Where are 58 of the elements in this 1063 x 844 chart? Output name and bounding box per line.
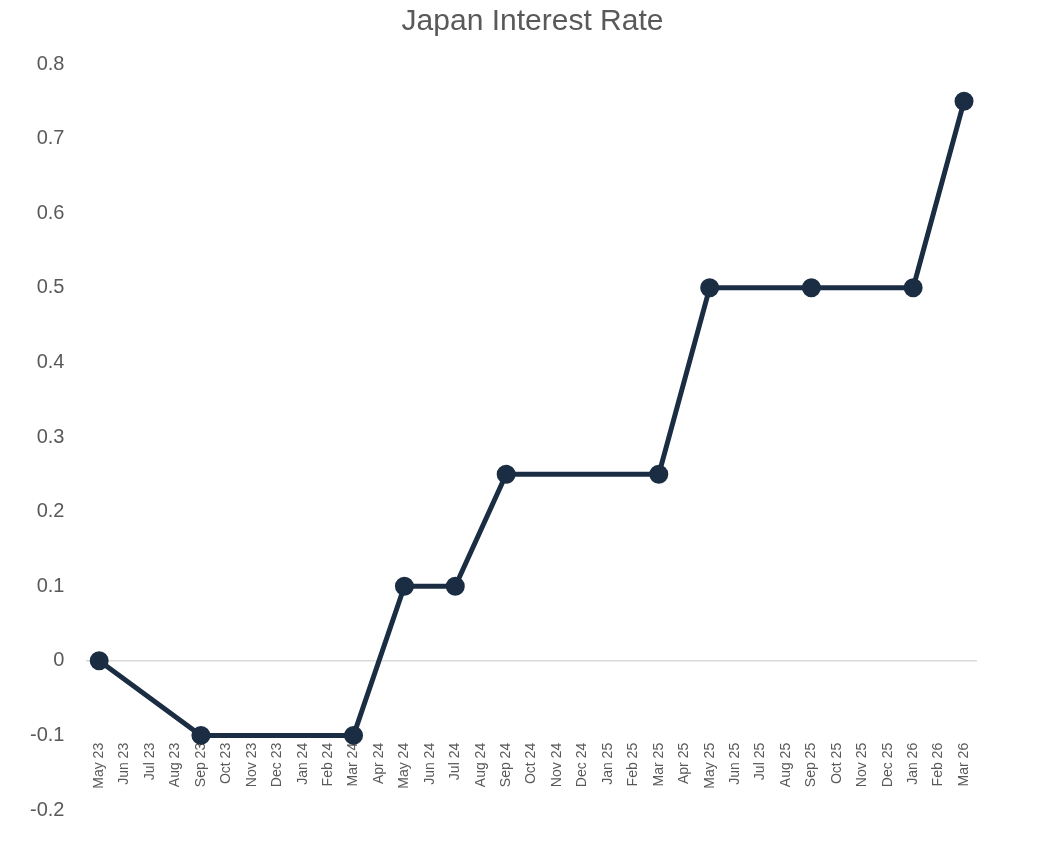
x-tick-label: Sep 25: [802, 742, 819, 788]
y-tick-label: 0.4: [36, 349, 65, 372]
point: [89, 651, 109, 671]
x-tick-label: Oct 25: [827, 742, 844, 785]
y-tick-label: 0.1: [36, 573, 65, 596]
point: [344, 725, 364, 745]
point: [394, 576, 414, 596]
x-tick-label: Nov 23: [242, 742, 259, 788]
x-tick-label: Dec 24: [573, 742, 590, 788]
y-tick-label: -0.2: [29, 797, 65, 820]
x-tick-label: Dec 25: [878, 742, 895, 788]
point: [649, 464, 669, 484]
point: [191, 725, 211, 745]
point: [445, 576, 465, 596]
x-tick-label: Oct 24: [522, 742, 539, 785]
y-tick-label: 0.6: [36, 200, 65, 223]
y-tick-label: 0.5: [36, 275, 65, 298]
x-tick-label: Jun 23: [115, 742, 132, 785]
x-tick-label: Jun 25: [725, 742, 742, 785]
x-tick-label: Mar 25: [649, 742, 666, 787]
x-tick-label: Sep 23: [191, 742, 208, 788]
x-tick-label: Jul 25: [751, 742, 768, 781]
x-tick-label: May 24: [395, 742, 412, 789]
point: [954, 91, 974, 111]
x-tick-label: Feb 24: [318, 742, 335, 787]
chart-title: Japan Interest Rate: [401, 3, 664, 37]
x-tick-label: Aug 25: [776, 742, 793, 788]
x-tick-label: Jul 24: [446, 742, 463, 781]
x-tick-label: Oct 23: [217, 742, 234, 785]
x-tick-label: May 25: [700, 742, 717, 789]
y-tick-label: 0: [53, 648, 65, 671]
x-tick-label: Jun 24: [420, 742, 437, 785]
x-tick-label: Sep 24: [497, 742, 514, 788]
point: [700, 278, 720, 298]
x-tick-label: Apr 24: [369, 742, 386, 785]
y-tick-label: 0.3: [36, 424, 65, 447]
y-tick-label: -0.1: [29, 722, 65, 745]
x-tick-label: Mar 26: [954, 742, 971, 787]
x-tick-label: Jul 23: [140, 742, 157, 781]
x-tick-label: Jan 24: [293, 742, 310, 785]
x-tick-label: Nov 24: [547, 742, 564, 788]
point: [496, 464, 516, 484]
x-tick-label: Aug 23: [166, 742, 183, 788]
x-tick-label: Aug 24: [471, 742, 488, 788]
x-tick-label: Apr 25: [675, 742, 692, 785]
x-tick-label: Dec 23: [268, 742, 285, 788]
x-tick-label: Feb 25: [624, 742, 641, 787]
x-tick-label: Jan 25: [598, 742, 615, 785]
y-tick-label: 0.8: [36, 51, 65, 74]
x-tick-label: Feb 26: [929, 742, 946, 787]
x-tick-label: Jan 26: [904, 742, 921, 785]
x-tick-label: Mar 24: [344, 742, 361, 787]
point: [903, 278, 923, 298]
y-tick-label: 0.2: [36, 499, 65, 522]
x-tick-label: Nov 25: [853, 742, 870, 788]
point: [801, 278, 821, 298]
x-tick-label: May 23: [90, 742, 107, 789]
y-tick-label: 0.7: [36, 126, 65, 149]
